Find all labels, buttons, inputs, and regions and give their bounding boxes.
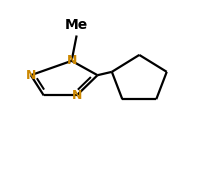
Text: N: N xyxy=(26,69,36,82)
Text: N: N xyxy=(66,54,77,67)
Text: Me: Me xyxy=(65,18,88,31)
Text: N: N xyxy=(71,89,82,102)
